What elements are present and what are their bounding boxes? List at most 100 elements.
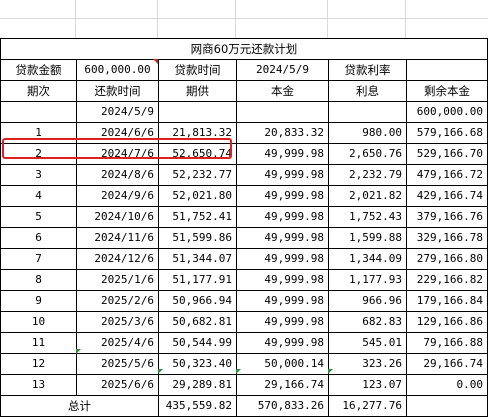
column-header-cell[interactable]: 本金 xyxy=(236,80,329,102)
table-cell[interactable]: 2024/10/6 xyxy=(76,206,159,228)
table-cell[interactable]: 2,232.79 xyxy=(328,164,407,186)
table-cell[interactable]: 6 xyxy=(0,227,77,249)
table-cell[interactable]: 1,177.93 xyxy=(328,269,407,291)
table-cell[interactable]: 980.00 xyxy=(328,122,407,144)
table-cell[interactable]: 429,166.74 xyxy=(406,185,488,207)
sheet-title-cell[interactable]: 网商60万元还款计划 xyxy=(0,38,488,60)
table-cell[interactable]: 2024/7/6 xyxy=(76,143,159,165)
table-cell[interactable]: 9 xyxy=(0,290,77,312)
table-cell[interactable]: 49,999.98 xyxy=(236,311,329,333)
total-interest-cell[interactable]: 16,277.76 xyxy=(328,395,407,417)
table-cell[interactable]: 7 xyxy=(0,248,77,270)
table-cell[interactable]: 20,833.32 xyxy=(236,122,329,144)
table-cell[interactable]: 13 xyxy=(0,374,77,396)
table-cell[interactable]: 2024/9/6 xyxy=(76,185,159,207)
table-cell[interactable]: 329,166.78 xyxy=(406,227,488,249)
table-cell[interactable]: 1,599.88 xyxy=(328,227,407,249)
table-cell[interactable]: 29,166.74 xyxy=(406,353,488,375)
table-cell[interactable]: 50,544.99 xyxy=(158,332,237,354)
table-cell[interactable]: 2,650.76 xyxy=(328,143,407,165)
rate-label-cell[interactable]: 贷款利率 xyxy=(328,59,407,81)
table-cell[interactable]: 2025/4/6 xyxy=(76,332,159,354)
table-cell[interactable]: 966.96 xyxy=(328,290,407,312)
table-cell[interactable]: 1 xyxy=(0,122,77,144)
column-header-cell[interactable]: 还款时间 xyxy=(76,80,159,102)
table-cell[interactable]: 529,166.70 xyxy=(406,143,488,165)
table-cell[interactable]: 10 xyxy=(0,311,77,333)
table-cell[interactable]: 129,166.86 xyxy=(406,311,488,333)
table-cell[interactable]: 29,289.81 xyxy=(158,374,237,396)
loan-date-cell[interactable]: 2024/5/9 xyxy=(236,59,329,81)
table-cell[interactable]: 11 xyxy=(0,332,77,354)
table-cell[interactable]: 51,599.86 xyxy=(158,227,237,249)
table-cell[interactable]: 2025/6/6 xyxy=(76,374,159,396)
table-cell[interactable]: 123.07 xyxy=(328,374,407,396)
table-cell[interactable]: 50,323.40 xyxy=(158,353,237,375)
table-cell[interactable]: 2025/1/6 xyxy=(76,269,159,291)
table-cell[interactable] xyxy=(236,101,329,123)
table-cell[interactable]: 51,177.91 xyxy=(158,269,237,291)
column-header-cell[interactable]: 利息 xyxy=(328,80,407,102)
table-cell[interactable]: 49,999.98 xyxy=(236,227,329,249)
table-cell[interactable]: 279,166.80 xyxy=(406,248,488,270)
table-cell[interactable]: 479,166.72 xyxy=(406,164,488,186)
table-cell[interactable]: 79,166.88 xyxy=(406,332,488,354)
column-header-cell[interactable]: 期供 xyxy=(158,80,237,102)
table-cell[interactable]: 4 xyxy=(0,185,77,207)
table-cell[interactable]: 2024/11/6 xyxy=(76,227,159,249)
table-cell[interactable] xyxy=(158,101,237,123)
rate-value-cell[interactable] xyxy=(406,59,488,81)
table-cell[interactable]: 51,344.07 xyxy=(158,248,237,270)
total-payment-cell[interactable]: 435,559.82 xyxy=(158,395,237,417)
table-cell[interactable]: 49,999.98 xyxy=(236,248,329,270)
table-cell[interactable]: 50,000.14 xyxy=(236,353,329,375)
table-cell[interactable]: 5 xyxy=(0,206,77,228)
loan-amount-label-cell[interactable]: 贷款金额 xyxy=(0,59,77,81)
table-cell[interactable]: 21,813.32 xyxy=(158,122,237,144)
table-cell[interactable]: 323.26 xyxy=(328,353,407,375)
table-cell[interactable]: 600,000.00 xyxy=(406,101,488,123)
table-cell[interactable]: 682.83 xyxy=(328,311,407,333)
table-cell[interactable]: 3 xyxy=(0,164,77,186)
table-cell[interactable]: 2025/5/6 xyxy=(76,353,159,375)
table-cell[interactable] xyxy=(328,101,407,123)
table-cell[interactable]: 49,999.98 xyxy=(236,206,329,228)
table-cell[interactable]: 49,999.98 xyxy=(236,185,329,207)
table-cell[interactable]: 49,999.98 xyxy=(236,290,329,312)
table-cell[interactable]: 51,752.41 xyxy=(158,206,237,228)
total-label-cell[interactable]: 总计 xyxy=(0,395,159,417)
table-cell[interactable]: 52,650.74 xyxy=(158,143,237,165)
table-cell[interactable]: 0.00 xyxy=(406,374,488,396)
total-empty-cell[interactable] xyxy=(406,395,488,417)
loan-amount-cell[interactable]: 600,000.00 xyxy=(76,59,159,81)
table-cell[interactable]: 49,999.98 xyxy=(236,143,329,165)
column-header-cell[interactable]: 剩余本金 xyxy=(406,80,488,102)
table-cell[interactable]: 49,999.98 xyxy=(236,332,329,354)
table-cell[interactable]: 2024/6/6 xyxy=(76,122,159,144)
table-cell[interactable]: 12 xyxy=(0,353,77,375)
table-cell[interactable]: 2 xyxy=(0,143,77,165)
column-header-cell[interactable]: 期次 xyxy=(0,80,77,102)
table-cell[interactable]: 229,166.82 xyxy=(406,269,488,291)
table-cell[interactable]: 29,166.74 xyxy=(236,374,329,396)
table-cell[interactable]: 49,999.98 xyxy=(236,164,329,186)
table-cell[interactable]: 1,344.09 xyxy=(328,248,407,270)
table-cell[interactable]: 1,752.43 xyxy=(328,206,407,228)
table-cell[interactable]: 2025/3/6 xyxy=(76,311,159,333)
table-cell[interactable]: 2024/5/9 xyxy=(76,101,159,123)
table-cell[interactable]: 2024/12/6 xyxy=(76,248,159,270)
table-cell[interactable] xyxy=(0,101,77,123)
loan-date-label-cell[interactable]: 贷款时间 xyxy=(158,59,237,81)
table-cell[interactable]: 2,021.82 xyxy=(328,185,407,207)
table-cell[interactable]: 2024/8/6 xyxy=(76,164,159,186)
table-cell[interactable]: 50,682.81 xyxy=(158,311,237,333)
table-cell[interactable]: 179,166.84 xyxy=(406,290,488,312)
table-cell[interactable]: 8 xyxy=(0,269,77,291)
table-cell[interactable]: 379,166.76 xyxy=(406,206,488,228)
table-cell[interactable]: 52,232.77 xyxy=(158,164,237,186)
total-principal-cell[interactable]: 570,833.26 xyxy=(236,395,329,417)
table-cell[interactable]: 2025/2/6 xyxy=(76,290,159,312)
table-cell[interactable]: 579,166.68 xyxy=(406,122,488,144)
table-cell[interactable]: 52,021.80 xyxy=(158,185,237,207)
table-cell[interactable]: 49,999.98 xyxy=(236,269,329,291)
